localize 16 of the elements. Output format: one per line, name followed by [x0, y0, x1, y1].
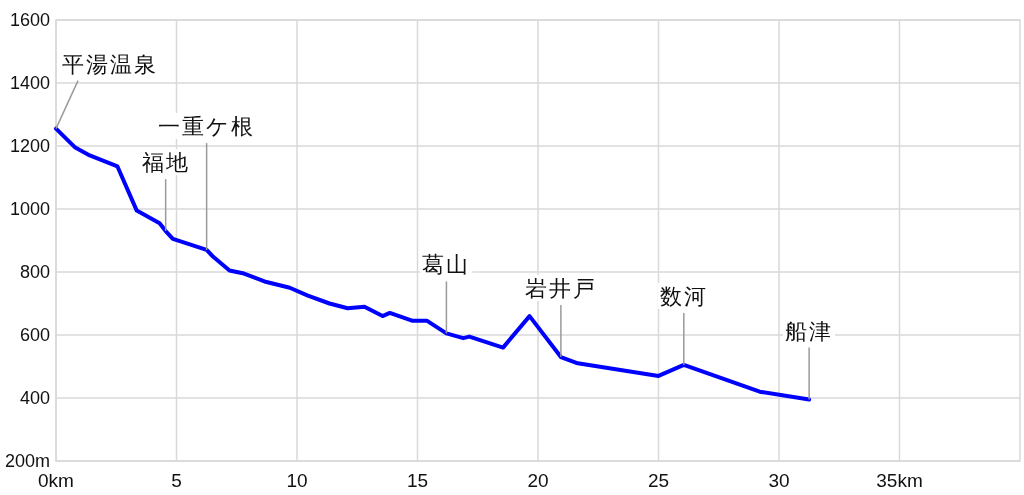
x-tick-label: 0km — [38, 470, 74, 491]
y-tick-label: 600 — [19, 325, 50, 345]
x-tick-label: 15 — [406, 470, 429, 491]
y-tick-label: 200m — [4, 451, 50, 471]
y-tick-label: 400 — [19, 388, 50, 408]
y-tick-label: 1200 — [9, 136, 50, 156]
x-tick-label: 10 — [286, 470, 308, 491]
y-tick-label: 800 — [19, 262, 50, 282]
x-tick-label: 30 — [768, 470, 790, 491]
x-tick-label: 25 — [647, 470, 670, 491]
y-tick-label: 1600 — [9, 10, 50, 30]
y-tick-label: 1000 — [9, 199, 50, 219]
x-tick-label: 20 — [527, 470, 549, 491]
x-tick-label: 35km — [876, 470, 923, 491]
x-tick-label: 5 — [171, 470, 182, 491]
y-tick-label: 1400 — [9, 73, 50, 93]
